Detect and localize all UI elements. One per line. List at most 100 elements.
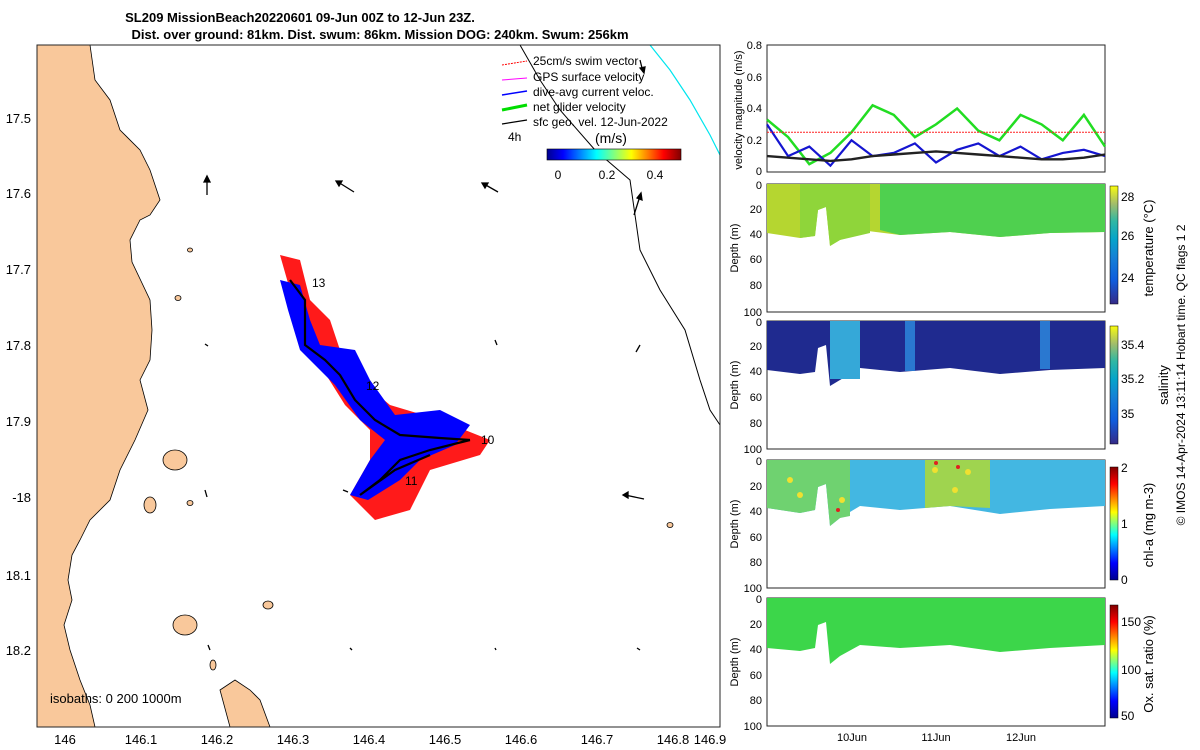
cb-tick: 26 [1121, 229, 1135, 243]
day-label-13: 13 [312, 276, 326, 290]
svg-text:100: 100 [744, 721, 762, 733]
depth-label-oxygen: Depth (m) [729, 638, 741, 687]
temperature-panel: 28 26 24 temperature (°C) [766, 183, 1156, 313]
lon-tick-label: 146.2 [201, 732, 234, 747]
legend-swim-vector: 25cm/s swim vector [501, 54, 638, 68]
cb-tick: 28 [1121, 190, 1135, 204]
depth-ticks-salinity: 0 20 40 60 80 100 [744, 317, 762, 456]
credit-text: © IMOS 14-Apr-2024 13:11:14 Hobart time.… [1174, 224, 1188, 525]
depth-label-temperature: Depth (m) [729, 224, 741, 273]
svg-text:0: 0 [756, 594, 762, 606]
day-label-10: 10 [481, 433, 495, 447]
svg-text:20: 20 [750, 341, 762, 353]
vel-ytick: 0.6 [747, 72, 762, 84]
lon-tick-label: 146.4 [353, 732, 386, 747]
svg-text:80: 80 [750, 695, 762, 707]
legend-gps-velocity: GPS surface velocity [501, 70, 644, 84]
lon-axis: 146 146.1 146.2 146.3 146.4 146.5 146.6 … [54, 732, 726, 747]
svg-text:80: 80 [750, 557, 762, 569]
mainland-coast [37, 45, 161, 727]
lat-tick-label: 18.2 [6, 643, 31, 658]
lon-tick-label: 146.3 [277, 732, 310, 747]
oxygen-panel: 150 100 50 Ox. sat. ratio (%) [766, 597, 1156, 727]
salinity-panel: 35.4 35.2 35 salinity [766, 320, 1171, 450]
cb-tick: 0 [1121, 573, 1128, 587]
legend-label: net glider velocity [533, 100, 626, 114]
cb-tick: 150 [1121, 615, 1141, 629]
svg-text:60: 60 [750, 392, 762, 404]
lat-tick-label: 18.1 [6, 568, 31, 583]
velocity-series-sfc-geo-vel- [766, 150, 1106, 163]
map-legend: 25cm/s swim vector GPS surface velocity … [501, 54, 682, 182]
title-line-1: SL209 MissionBeach20220601 09-Jun 00Z to… [125, 10, 475, 25]
day-label-11: 11 [405, 474, 418, 488]
oxygen-colorbar [1109, 604, 1119, 719]
isobath-label: isobaths: 0 200 1000m [50, 691, 182, 706]
lon-tick-label: 146.7 [581, 732, 614, 747]
isobath-200m [519, 45, 720, 426]
isobath-1000m [649, 45, 720, 156]
chla-panel: 2 1 0 chl-a (mg m-3) [766, 459, 1156, 589]
svg-text:60: 60 [750, 254, 762, 266]
svg-text:60: 60 [750, 532, 762, 544]
depth-label-chla: Depth (m) [729, 500, 741, 549]
depth-ticks-chla: 0 20 40 60 80 100 [744, 456, 762, 595]
vel-ytick: 0.8 [747, 40, 762, 52]
depth-label-salinity: Depth (m) [729, 361, 741, 410]
glider-track [280, 255, 490, 520]
lat-tick-label: 17.8 [6, 338, 31, 353]
day-label-12: 12 [366, 379, 380, 393]
svg-text:100: 100 [744, 307, 762, 319]
cb-tick: 50 [1121, 709, 1135, 723]
title-line-2: Dist. over ground: 81km. Dist. swum: 86k… [131, 27, 629, 42]
velocity-lines [766, 103, 1107, 168]
colorbar-tick-label: 0 [555, 168, 562, 182]
lon-tick-label: 146.1 [125, 732, 158, 747]
lat-tick-label: 17.6 [6, 186, 31, 201]
legend-dive-avg: dive-avg current veloc. [501, 85, 654, 99]
cb-tick: 1 [1121, 517, 1128, 531]
temperature-cblabel: temperature (°C) [1141, 200, 1156, 297]
legend-label: dive-avg current veloc. [533, 85, 654, 99]
svg-text:20: 20 [750, 619, 762, 631]
cb-tick: 2 [1121, 461, 1128, 475]
svg-text:20: 20 [750, 204, 762, 216]
lon-tick-label: 146.9 [694, 732, 727, 747]
legend-geo-velocity: sfc geo. vel. 12-Jun-2022 [501, 115, 668, 129]
svg-text:0: 0 [756, 180, 762, 192]
lon-tick-label: 146 [54, 732, 76, 747]
salinity-colorbar [1109, 325, 1119, 445]
map-frame [36, 44, 721, 728]
svg-text:100: 100 [744, 444, 762, 456]
svg-text:40: 40 [750, 366, 762, 378]
legend-net-velocity: net glider velocity [501, 100, 626, 114]
lat-tick-label: 17.9 [6, 414, 31, 429]
colorbar-tick-label: 0.4 [647, 168, 664, 182]
temperature-colorbar [1109, 185, 1119, 305]
lon-tick-label: 146.6 [505, 732, 538, 747]
vel-ytick: 0.2 [747, 135, 762, 147]
salinity-cblabel: salinity [1156, 365, 1171, 405]
map-panel: 13 12 10 11 [6, 44, 726, 747]
time-tick: 12Jun [1006, 732, 1036, 744]
time-tick: 10Jun [837, 732, 867, 744]
lon-tick-label: 146.5 [429, 732, 462, 747]
lat-axis: 17.5 17.6 17.7 17.8 17.9 -18 18.1 18.2 [6, 111, 31, 658]
cb-tick: 35.2 [1121, 372, 1145, 386]
cb-tick: 35.4 [1121, 338, 1145, 352]
lon-tick-label: 146.8 [657, 732, 690, 747]
vel-ytick: 0 [756, 166, 762, 178]
cb-tick: 24 [1121, 271, 1135, 285]
depth-ticks-oxygen: 0 20 40 60 80 100 [744, 594, 762, 733]
depth-ticks-temperature: 0 20 40 60 80 100 [744, 180, 762, 319]
geostrophic-arrows [202, 59, 646, 651]
cb-tick: 100 [1121, 663, 1141, 677]
svg-text:0: 0 [756, 456, 762, 468]
depth-axes: 0 20 40 60 80 100 0 20 40 60 80 100 0 20… [744, 180, 762, 733]
svg-text:0: 0 [756, 317, 762, 329]
velocity-series-net-glider-velocity [766, 103, 1107, 166]
legend-4h: 4h [508, 130, 521, 144]
svg-text:80: 80 [750, 418, 762, 430]
time-tick: 11Jun [921, 732, 950, 744]
